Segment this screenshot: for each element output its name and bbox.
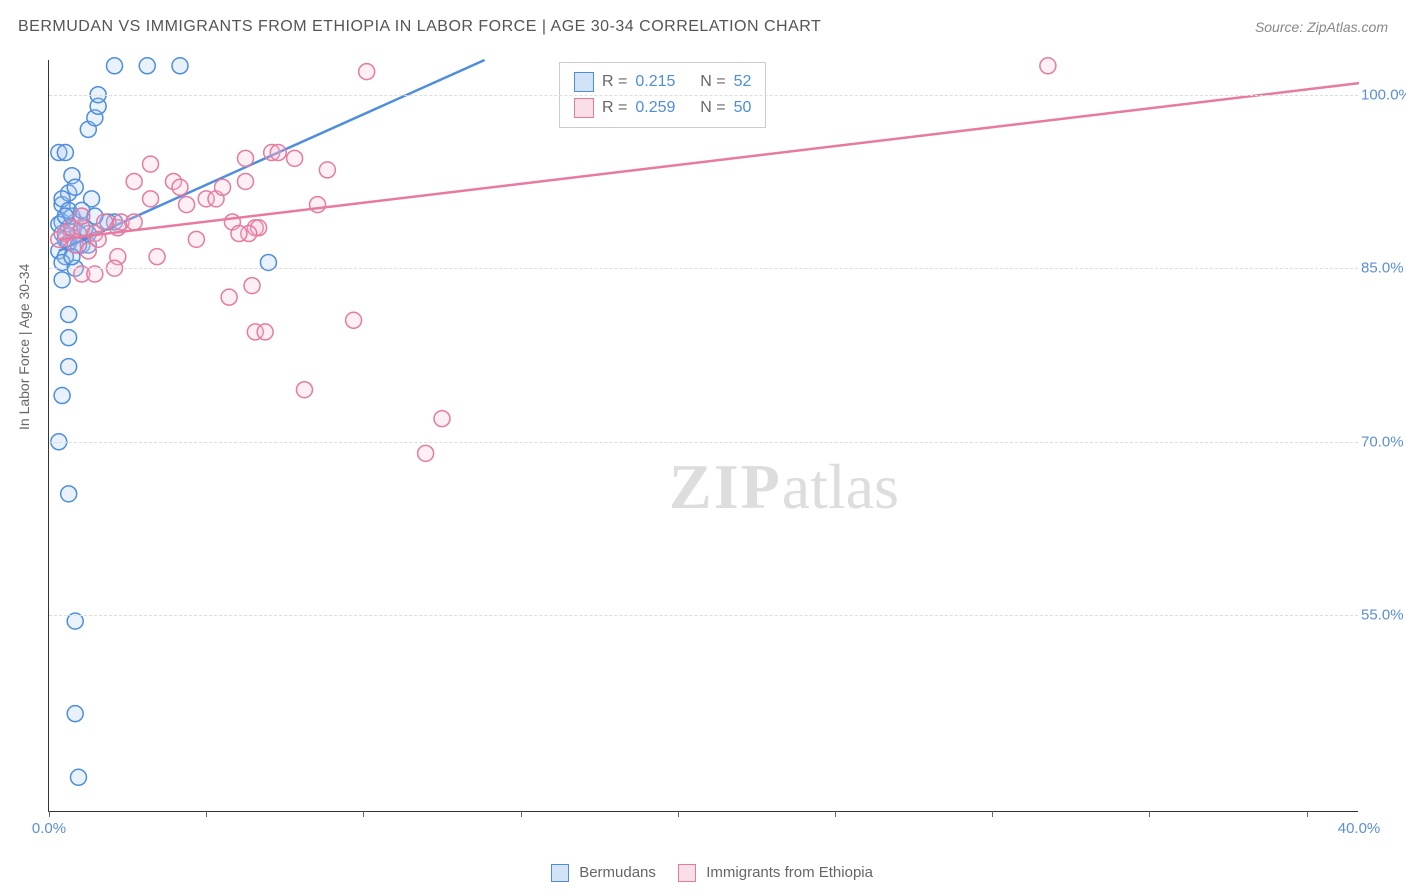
data-point [231, 226, 247, 242]
data-point [287, 150, 303, 166]
data-point [1040, 58, 1056, 74]
data-point [346, 312, 362, 328]
scatter-svg [49, 60, 1358, 811]
x-tick [49, 811, 50, 817]
x-tick [1149, 811, 1150, 817]
data-point [74, 208, 90, 224]
gridline-h [49, 615, 1358, 616]
data-point [238, 150, 254, 166]
data-point [143, 191, 159, 207]
data-point [188, 231, 204, 247]
data-point [70, 769, 86, 785]
data-point [67, 179, 83, 195]
legend-row-1: R = 0.215 N = 52 [574, 69, 751, 95]
data-point [257, 324, 273, 340]
data-point [61, 330, 77, 346]
legend-row-2: R = 0.259 N = 50 [574, 95, 751, 121]
data-point [61, 359, 77, 375]
data-point [319, 162, 335, 178]
data-point [143, 156, 159, 172]
x-tick-label: 0.0% [32, 820, 66, 837]
x-tick [1307, 811, 1308, 817]
data-point [107, 58, 123, 74]
bottom-legend: Bermudans Immigrants from Ethiopia [0, 864, 1406, 882]
swatch-bermudans [551, 864, 569, 882]
data-point [179, 197, 195, 213]
y-tick-label: 85.0% [1361, 260, 1406, 277]
gridline-h [49, 268, 1358, 269]
x-tick-label: 40.0% [1338, 820, 1381, 837]
x-tick [363, 811, 364, 817]
data-point [310, 197, 326, 213]
data-point [54, 388, 70, 404]
x-tick [992, 811, 993, 817]
data-point [270, 145, 286, 161]
plot-area: ZIPatlas R = 0.215 N = 52 R = 0.259 N = … [48, 60, 1358, 812]
data-point [172, 58, 188, 74]
y-tick-label: 55.0% [1361, 607, 1406, 624]
gridline-h [49, 95, 1358, 96]
data-point [434, 411, 450, 427]
data-point [126, 173, 142, 189]
data-point [215, 179, 231, 195]
y-axis-label: In Labor Force | Age 30-34 [16, 264, 32, 430]
data-point [126, 214, 142, 230]
legend-label-2: Immigrants from Ethiopia [706, 864, 873, 881]
data-point [61, 307, 77, 323]
source-label: Source: ZipAtlas.com [1255, 19, 1388, 35]
swatch-ethiopia [678, 864, 696, 882]
y-tick-label: 100.0% [1361, 86, 1406, 103]
x-tick [206, 811, 207, 817]
data-point [244, 278, 260, 294]
data-point [139, 58, 155, 74]
x-tick [521, 811, 522, 817]
legend-label-1: Bermudans [579, 864, 656, 881]
title-bar: BERMUDAN VS IMMIGRANTS FROM ETHIOPIA IN … [18, 18, 1388, 36]
data-point [57, 145, 73, 161]
swatch-series-2 [574, 98, 594, 118]
data-point [67, 706, 83, 722]
x-tick [835, 811, 836, 817]
swatch-series-1 [574, 72, 594, 92]
data-point [359, 64, 375, 80]
gridline-h [49, 442, 1358, 443]
data-point [418, 445, 434, 461]
data-point [149, 249, 165, 265]
y-tick-label: 70.0% [1361, 433, 1406, 450]
data-point [296, 382, 312, 398]
data-point [61, 486, 77, 502]
data-point [238, 173, 254, 189]
x-tick [678, 811, 679, 817]
chart-title: BERMUDAN VS IMMIGRANTS FROM ETHIOPIA IN … [18, 18, 821, 36]
data-point [54, 272, 70, 288]
data-point [172, 179, 188, 195]
data-point [221, 289, 237, 305]
